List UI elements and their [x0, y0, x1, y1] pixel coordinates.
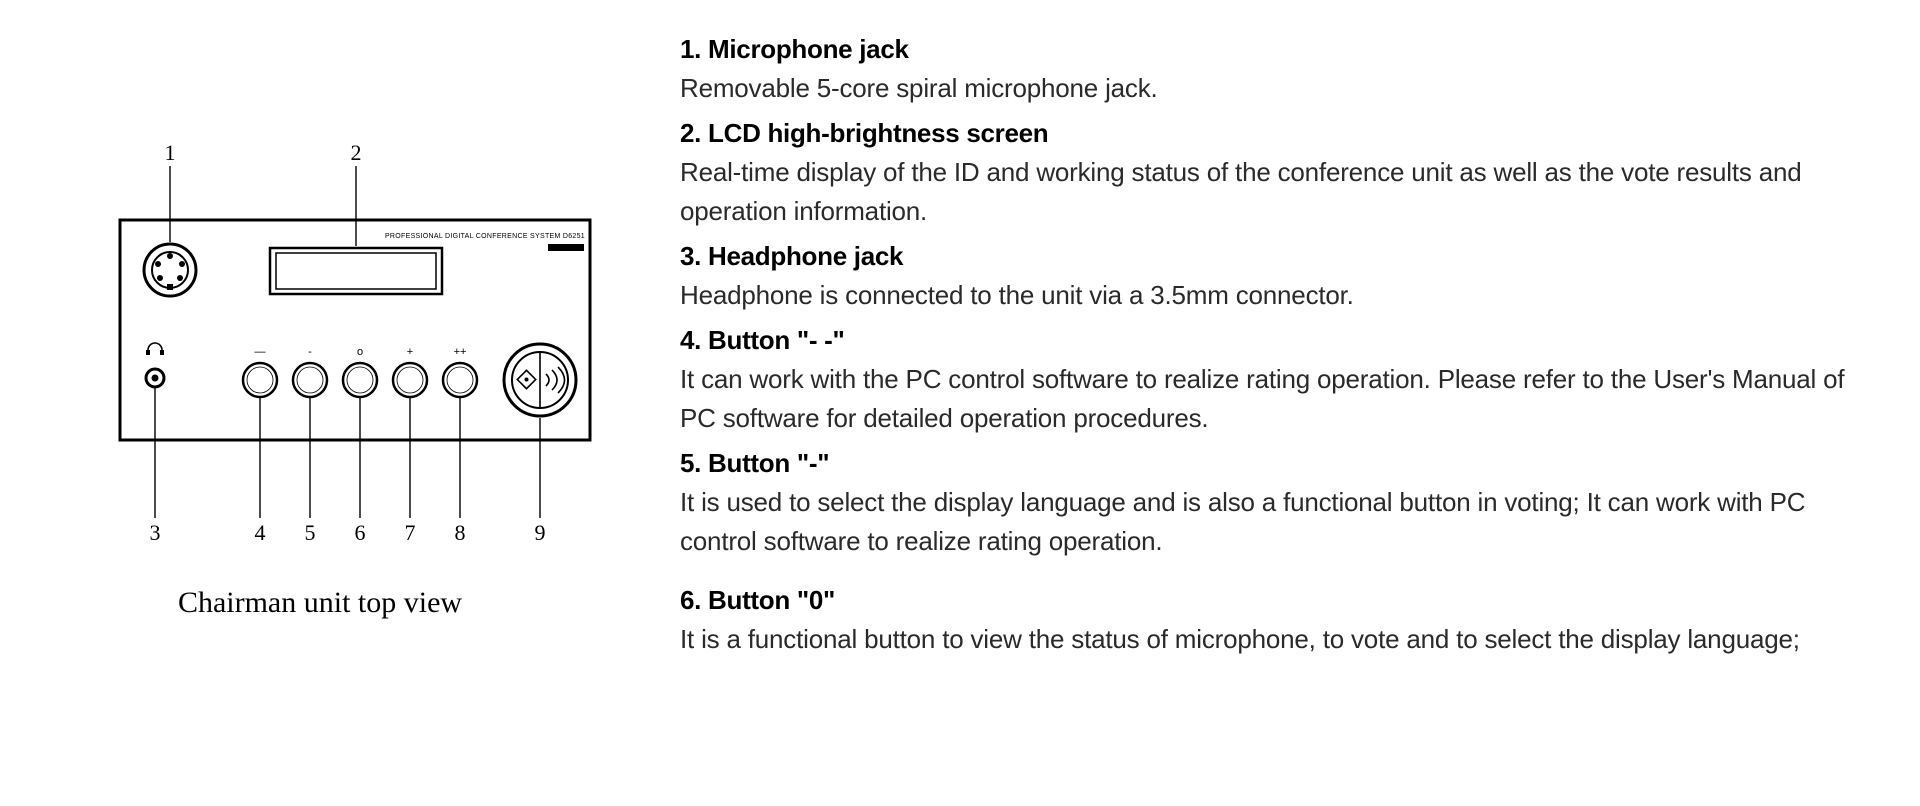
- headphone-jack-icon: [146, 369, 164, 387]
- rating-button-icon: +: [393, 346, 427, 397]
- callout-number: 3: [150, 520, 161, 545]
- svg-text:o: o: [357, 346, 363, 358]
- description-body: Real-time display of the ID and working …: [680, 153, 1850, 231]
- headphone-icon: [146, 343, 164, 355]
- callout-number: 7: [405, 520, 416, 545]
- callout-number: 8: [455, 520, 466, 545]
- svg-text:++: ++: [454, 346, 467, 358]
- svg-text:—: —: [255, 346, 266, 358]
- description-title: 2. LCD high-brightness screen: [680, 114, 1850, 153]
- microphone-jack-icon: [144, 244, 196, 296]
- description-body: Headphone is connected to the unit via a…: [680, 276, 1850, 315]
- callout-number: 9: [535, 520, 546, 545]
- svg-text:PROFESSIONAL DIGITAL CONFERENC: PROFESSIONAL DIGITAL CONFERENCE SYSTEM D…: [385, 233, 585, 240]
- callout-number: 4: [255, 520, 266, 545]
- diagram-column: 1 2 PROFESSIONAL DIGITAL CONFERENCE SYSTE…: [0, 0, 660, 806]
- description-title: 4. Button "- -": [680, 321, 1850, 360]
- diagram: 1 2 PROFESSIONAL DIGITAL CONFERENCE SYSTE…: [60, 140, 620, 570]
- callout-number: 6: [355, 520, 366, 545]
- svg-text:+: +: [407, 346, 413, 358]
- description-title: 5. Button "-": [680, 444, 1850, 483]
- rating-button-icon: —: [243, 346, 277, 397]
- callout-number: 2: [351, 140, 362, 165]
- description-title: 3. Headphone jack: [680, 237, 1850, 276]
- description-body: It is a functional button to view the st…: [680, 620, 1850, 659]
- description-column: 1. Microphone jackRemovable 5-core spira…: [660, 0, 1920, 806]
- rating-button-icon: ++: [443, 346, 477, 397]
- description-title: 6. Button "0": [680, 581, 1850, 620]
- callout-number: 1: [165, 140, 176, 165]
- description-body: It is used to select the display languag…: [680, 483, 1850, 561]
- description-title: 1. Microphone jack: [680, 30, 1850, 69]
- page-root: 1 2 PROFESSIONAL DIGITAL CONFERENCE SYSTE…: [0, 0, 1920, 806]
- description-item: 3. Headphone jackHeadphone is connected …: [680, 237, 1850, 315]
- priority-button-icon: [504, 344, 576, 416]
- diagram-svg: 1 2 PROFESSIONAL DIGITAL CONFERENCE SYSTE…: [60, 140, 620, 570]
- description-item: 1. Microphone jackRemovable 5-core spira…: [680, 30, 1850, 108]
- callout-number: 5: [305, 520, 316, 545]
- description-body: It can work with the PC control software…: [680, 360, 1850, 438]
- svg-text:-: -: [308, 346, 312, 358]
- description-item: 2. LCD high-brightness screenReal-time d…: [680, 114, 1850, 231]
- diagram-caption: Chairman unit top view: [60, 586, 580, 620]
- lcd-screen-icon: [270, 248, 442, 294]
- description-item: 4. Button "- -"It can work with the PC c…: [680, 321, 1850, 438]
- rating-button-icon: o: [343, 346, 377, 397]
- rating-button-icon: -: [293, 346, 327, 397]
- description-body: Removable 5-core spiral microphone jack.: [680, 69, 1850, 108]
- description-item: 6. Button "0"It is a functional button t…: [680, 581, 1850, 659]
- description-item: 5. Button "-"It is used to select the di…: [680, 444, 1850, 561]
